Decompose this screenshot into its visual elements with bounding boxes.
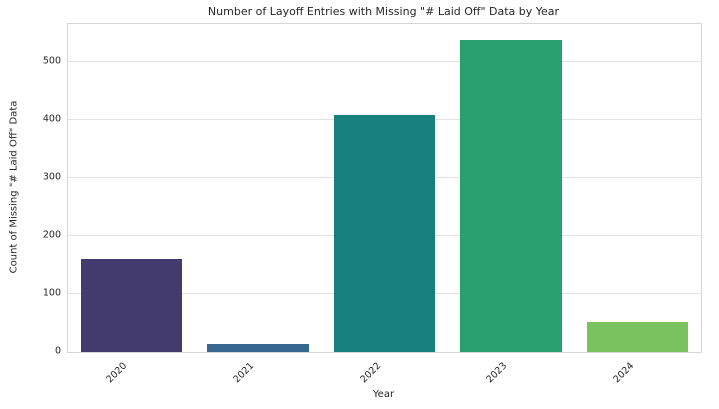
x-tick-label-2021: 2021 — [231, 360, 257, 386]
y-tick-label-100: 100 — [42, 287, 61, 299]
y-tick-label-300: 300 — [42, 171, 61, 183]
bar-2020 — [80, 259, 182, 352]
x-tick-label-2020: 2020 — [104, 360, 130, 386]
bar-2021 — [207, 344, 309, 352]
bar-2023 — [460, 39, 562, 352]
bar-2024 — [587, 321, 689, 352]
x-tick-label-2022: 2022 — [357, 360, 383, 386]
x-tick-label-2024: 2024 — [611, 360, 636, 386]
y-tick-label-500: 500 — [42, 54, 61, 66]
y-tick-label-0: 0 — [54, 345, 61, 357]
chart-title: Number of Layoff Entries with Missing "#… — [207, 5, 560, 18]
x-tick-label-2023: 2023 — [484, 360, 510, 386]
y-tick-label-200: 200 — [42, 229, 61, 241]
bar-2022 — [333, 115, 436, 352]
gridline-500 — [68, 61, 701, 63]
y-axis-label: Count of Missing "# Laid Off" Data — [8, 100, 20, 274]
x-axis-label: Year — [372, 389, 395, 400]
y-tick-label-400: 400 — [42, 113, 61, 125]
plot-area — [67, 23, 702, 353]
